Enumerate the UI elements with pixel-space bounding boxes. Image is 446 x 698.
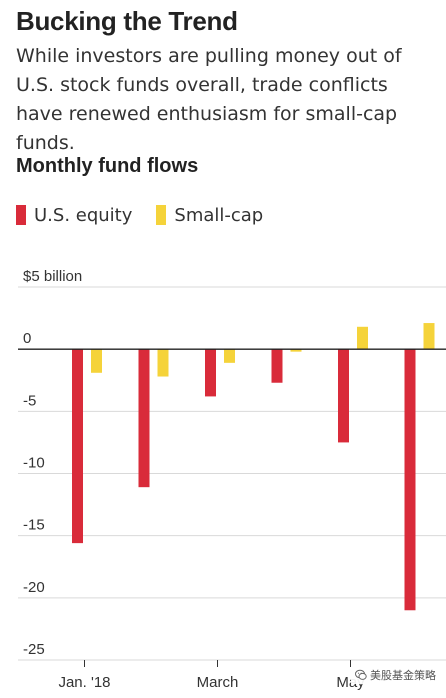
headline: Bucking the Trend: [16, 6, 238, 36]
bar-us-equity: [205, 349, 216, 397]
chart-title: Monthly fund flows: [16, 155, 199, 177]
watermark-text: 美股基金策略: [370, 669, 436, 682]
bar-us-equity: [271, 349, 283, 383]
wechat-icon: [355, 669, 367, 680]
legend-item-small-cap: Small-cap: [156, 205, 263, 226]
grid-layer: [18, 286, 446, 661]
legend-item-us-equity: U.S. equity: [16, 205, 132, 226]
bar-us-equity: [338, 349, 349, 443]
watermark: 美股基金策略: [351, 666, 440, 684]
x-tick-label: Jan. '18: [58, 674, 110, 691]
y-tick-label: -20: [23, 579, 45, 596]
bar-layer: [72, 323, 435, 611]
bar-small-cap: [357, 326, 368, 350]
y-tick-label: $5 billion: [23, 268, 82, 285]
bar-small-cap: [157, 349, 169, 377]
dek-subtitle: While investors are pulling money out of…: [16, 45, 402, 154]
legend-label-us-equity: U.S. equity: [34, 204, 133, 226]
y-tick-label: -10: [23, 455, 45, 472]
bar-small-cap: [224, 349, 235, 363]
legend: U.S. equity Small-cap: [16, 203, 287, 227]
bar-us-equity: [138, 349, 150, 488]
legend-swatch-us-equity: [16, 205, 26, 225]
y-tick-label: -25: [23, 641, 45, 658]
bar-us-equity: [72, 349, 83, 544]
legend-swatch-small-cap: [156, 205, 167, 225]
bar-small-cap: [91, 349, 102, 373]
bar-small-cap: [290, 349, 302, 352]
y-tick-label: -15: [23, 517, 45, 534]
y-tick-label: 0: [23, 330, 31, 347]
bar-small-cap: [423, 323, 435, 350]
legend-label-small-cap: Small-cap: [174, 204, 264, 226]
bar-us-equity: [404, 349, 416, 611]
x-tick-label: March: [197, 674, 239, 691]
y-tick-label: -5: [23, 392, 36, 409]
